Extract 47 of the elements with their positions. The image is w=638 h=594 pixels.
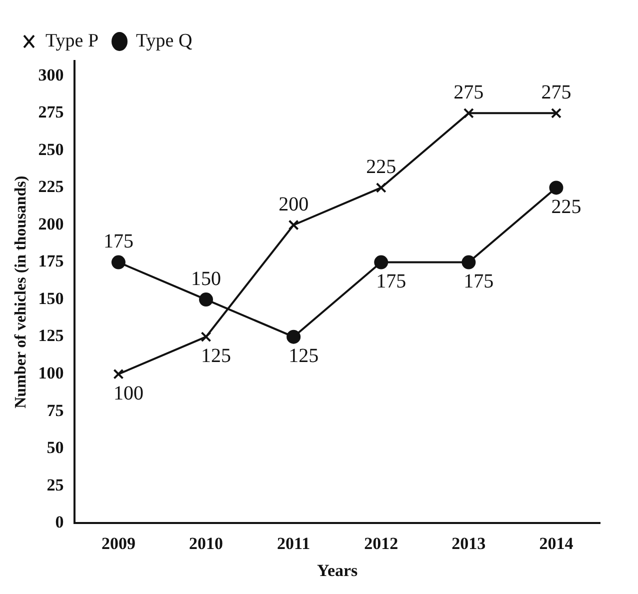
x-tick-label: 2010 [189,534,224,553]
data-label: 150 [191,268,222,290]
x-tick-label: 2012 [364,534,398,553]
y-tick-label: 225 [38,177,64,196]
y-tick-label: 300 [38,65,64,84]
data-label: 175 [464,270,494,293]
point [200,332,212,342]
y-tick-label: 100 [38,363,64,382]
x-tick-label: 2011 [277,534,310,553]
y-tick-label: 150 [38,288,64,308]
point [463,108,474,118]
point [111,255,126,270]
data-label: 225 [551,196,582,218]
y-tick-label: 175 [38,252,64,271]
point [462,255,476,270]
point [549,180,564,195]
data-label: 100 [113,382,144,404]
point [113,368,124,380]
data-label: 175 [103,230,134,253]
y-tick-label: 50 [46,438,64,458]
point [199,292,214,307]
data-label: 125 [288,345,319,368]
x-tick-label: 2013 [452,534,486,553]
data-label: 125 [201,345,232,368]
y-tick-label: 125 [38,326,64,346]
data-label: 275 [454,81,484,104]
data-label: 200 [278,193,309,216]
point [376,182,386,193]
point [374,255,388,270]
legend-label: Type Q [136,30,192,52]
x-axis-title: Years [317,561,358,580]
point [550,108,562,118]
y-tick-label: 0 [55,512,64,532]
x-tick-label: 2014 [539,534,574,553]
point [286,330,301,344]
y-tick-label: 75 [46,400,64,420]
y-tick-label: 25 [46,475,64,494]
y-axis-title: Number of vehicles (in thousands) [12,176,30,408]
data-label: 225 [366,156,396,178]
data-label: 175 [376,270,406,293]
y-tick-label: 275 [38,102,64,122]
x-tick-label: 2009 [101,534,136,553]
y-tick-label: 200 [38,214,64,234]
legend-label: Type P [46,30,99,52]
y-tick-label: 250 [38,140,64,159]
point [288,220,299,230]
data-label: 275 [541,81,572,104]
